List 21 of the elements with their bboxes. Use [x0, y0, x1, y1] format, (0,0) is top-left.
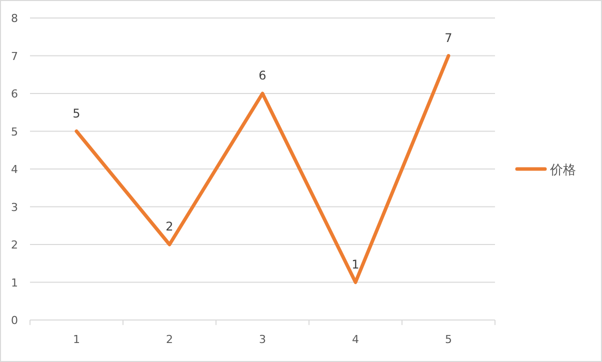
- y-tick-label: 1: [11, 276, 18, 290]
- y-tick-label: 0: [11, 314, 18, 327]
- y-tick-label: 8: [11, 12, 18, 25]
- data-label: 7: [444, 30, 452, 45]
- y-tick-label: 7: [11, 50, 18, 63]
- x-tick-label: 1: [73, 333, 80, 346]
- legend-label: 价格: [549, 163, 576, 178]
- y-tick-label: 4: [11, 163, 18, 176]
- data-label: 2: [166, 220, 174, 234]
- y-tick-label: 5: [11, 125, 18, 138]
- data-label: 1: [352, 257, 360, 272]
- x-tick-label: 5: [445, 333, 452, 346]
- data-label: 6: [258, 68, 266, 82]
- x-tick-label: 3: [259, 333, 266, 346]
- data-label: 5: [72, 106, 80, 120]
- y-tick-label: 6: [11, 88, 18, 100]
- line-series: [74, 54, 450, 284]
- x-tick-label: 4: [352, 333, 359, 346]
- y-tick-label: 2: [11, 238, 18, 252]
- x-tick-label: 2: [166, 333, 173, 346]
- y-tick-label: 3: [11, 200, 18, 214]
